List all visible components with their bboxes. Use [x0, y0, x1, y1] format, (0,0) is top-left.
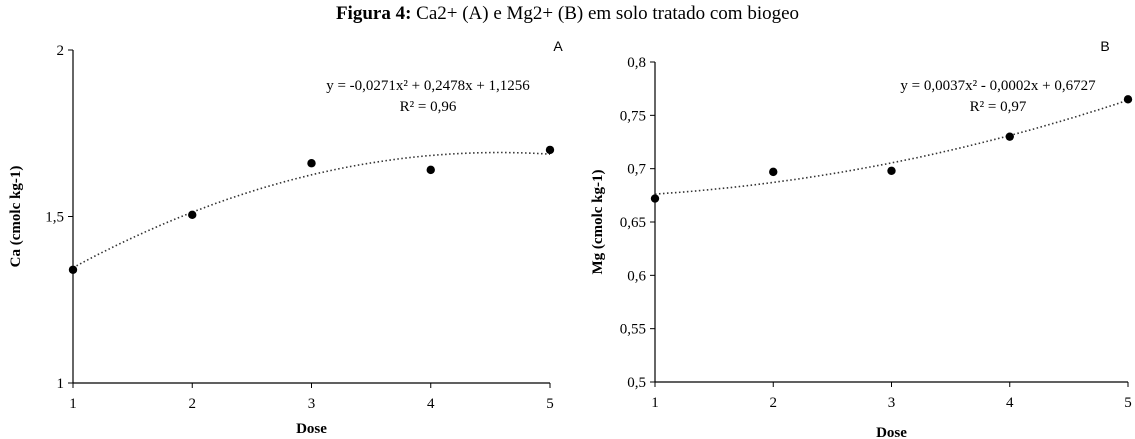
- data-point: [1005, 132, 1014, 141]
- x-tick-label: 1: [651, 395, 659, 411]
- y-tick-label: 0,75: [620, 108, 646, 124]
- trendline-equation: y = -0,0271x² + 0,2478x + 1,1256: [326, 78, 530, 94]
- y-tick-label: 0,55: [620, 322, 646, 338]
- x-tick-label: 3: [888, 395, 896, 411]
- trendline-b: [654, 99, 1129, 195]
- data-point: [188, 210, 197, 220]
- y-tick-label: 2: [57, 43, 65, 59]
- y-tick-label: 0,65: [620, 215, 646, 231]
- y-tick-label: 0,6: [627, 268, 646, 284]
- chart-panel-b: 0,5 0,55 0,6 0,65 0,7 0,75 0,8 1 2 3 4 5 Dose Mg (cmo…: [590, 38, 1133, 439]
- r-squared-label: R² = 0,96: [400, 99, 457, 115]
- y-tick-label: 0,5: [627, 375, 646, 391]
- data-point: [769, 167, 778, 177]
- x-axis-title: Dose: [296, 421, 327, 437]
- x-tick-label: 4: [427, 396, 435, 412]
- data-point: [307, 159, 316, 168]
- figure-title-bold: Figura 4:: [335, 3, 412, 24]
- data-point: [887, 166, 896, 175]
- y-axis-title: Mg (cmolc kg-1): [590, 170, 606, 275]
- x-axis-title: Dose: [876, 425, 907, 439]
- chart-panel-a: 1 1,5 2 1 2 3 4 5 Dose Ca (cmolc kg-1) y = -0,0271…: [8, 38, 563, 437]
- data-point: [545, 145, 555, 155]
- panel-label: A: [553, 38, 563, 54]
- data-point: [68, 265, 78, 274]
- x-tick-label: 5: [1124, 395, 1132, 411]
- y-tick-label: 1: [57, 376, 65, 392]
- figure-title-text: Ca2+ (A) e Mg2+ (B) em solo tratado com …: [411, 3, 800, 24]
- y-axis-title: Ca (cmolc kg-1): [8, 166, 24, 268]
- figure-title: Figura 4: Ca2+ (A) e Mg2+ (B) em solo tr…: [0, 0, 1135, 28]
- trendline-equation: y = 0,0037x² - 0,0002x + 0,6727: [900, 78, 1096, 94]
- data-point: [426, 165, 435, 175]
- data-point: [1123, 95, 1133, 104]
- data-point: [650, 194, 660, 203]
- y-tick-label: 0,8: [627, 55, 646, 71]
- y-tick-label: 1,5: [45, 210, 64, 226]
- x-tick-label: 3: [308, 396, 316, 412]
- x-tick-label: 5: [546, 396, 554, 412]
- x-tick-label: 2: [770, 395, 778, 411]
- x-tick-label: 1: [69, 396, 77, 412]
- x-tick-label: 4: [1006, 395, 1014, 411]
- r-squared-label: R² = 0,97: [970, 99, 1027, 115]
- trendline-a: [72, 151, 551, 269]
- x-tick-label: 2: [189, 396, 197, 412]
- panel-label: B: [1100, 38, 1109, 54]
- y-tick-label: 0,7: [627, 162, 646, 178]
